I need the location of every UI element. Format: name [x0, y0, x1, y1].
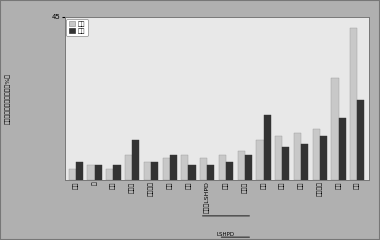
- Bar: [357, 100, 364, 180]
- Bar: [170, 155, 177, 180]
- Bar: [144, 162, 151, 180]
- Bar: [245, 155, 252, 180]
- Bar: [113, 166, 120, 180]
- Bar: [69, 169, 76, 180]
- Bar: [263, 115, 271, 180]
- Bar: [294, 133, 301, 180]
- Bar: [151, 162, 158, 180]
- Bar: [76, 162, 83, 180]
- Bar: [200, 158, 207, 180]
- Bar: [188, 166, 196, 180]
- Bar: [238, 151, 245, 180]
- Legend: 男性, 女性: 男性, 女性: [66, 19, 88, 36]
- Bar: [275, 137, 282, 180]
- Bar: [320, 137, 327, 180]
- Bar: [219, 155, 226, 180]
- Bar: [163, 158, 170, 180]
- Bar: [125, 155, 132, 180]
- Bar: [301, 144, 308, 180]
- Bar: [350, 28, 357, 180]
- Bar: [207, 166, 214, 180]
- Bar: [331, 78, 339, 180]
- Bar: [256, 140, 263, 180]
- Bar: [132, 140, 139, 180]
- Bar: [313, 129, 320, 180]
- Bar: [106, 169, 113, 180]
- Text: 保護雇用に占める割合（%）: 保護雇用に占める割合（%）: [5, 73, 10, 124]
- Bar: [226, 162, 233, 180]
- Bar: [339, 118, 346, 180]
- Bar: [87, 166, 95, 180]
- Text: LSHPD: LSHPD: [217, 232, 235, 237]
- Bar: [282, 147, 290, 180]
- Bar: [95, 166, 102, 180]
- Bar: [181, 155, 188, 180]
